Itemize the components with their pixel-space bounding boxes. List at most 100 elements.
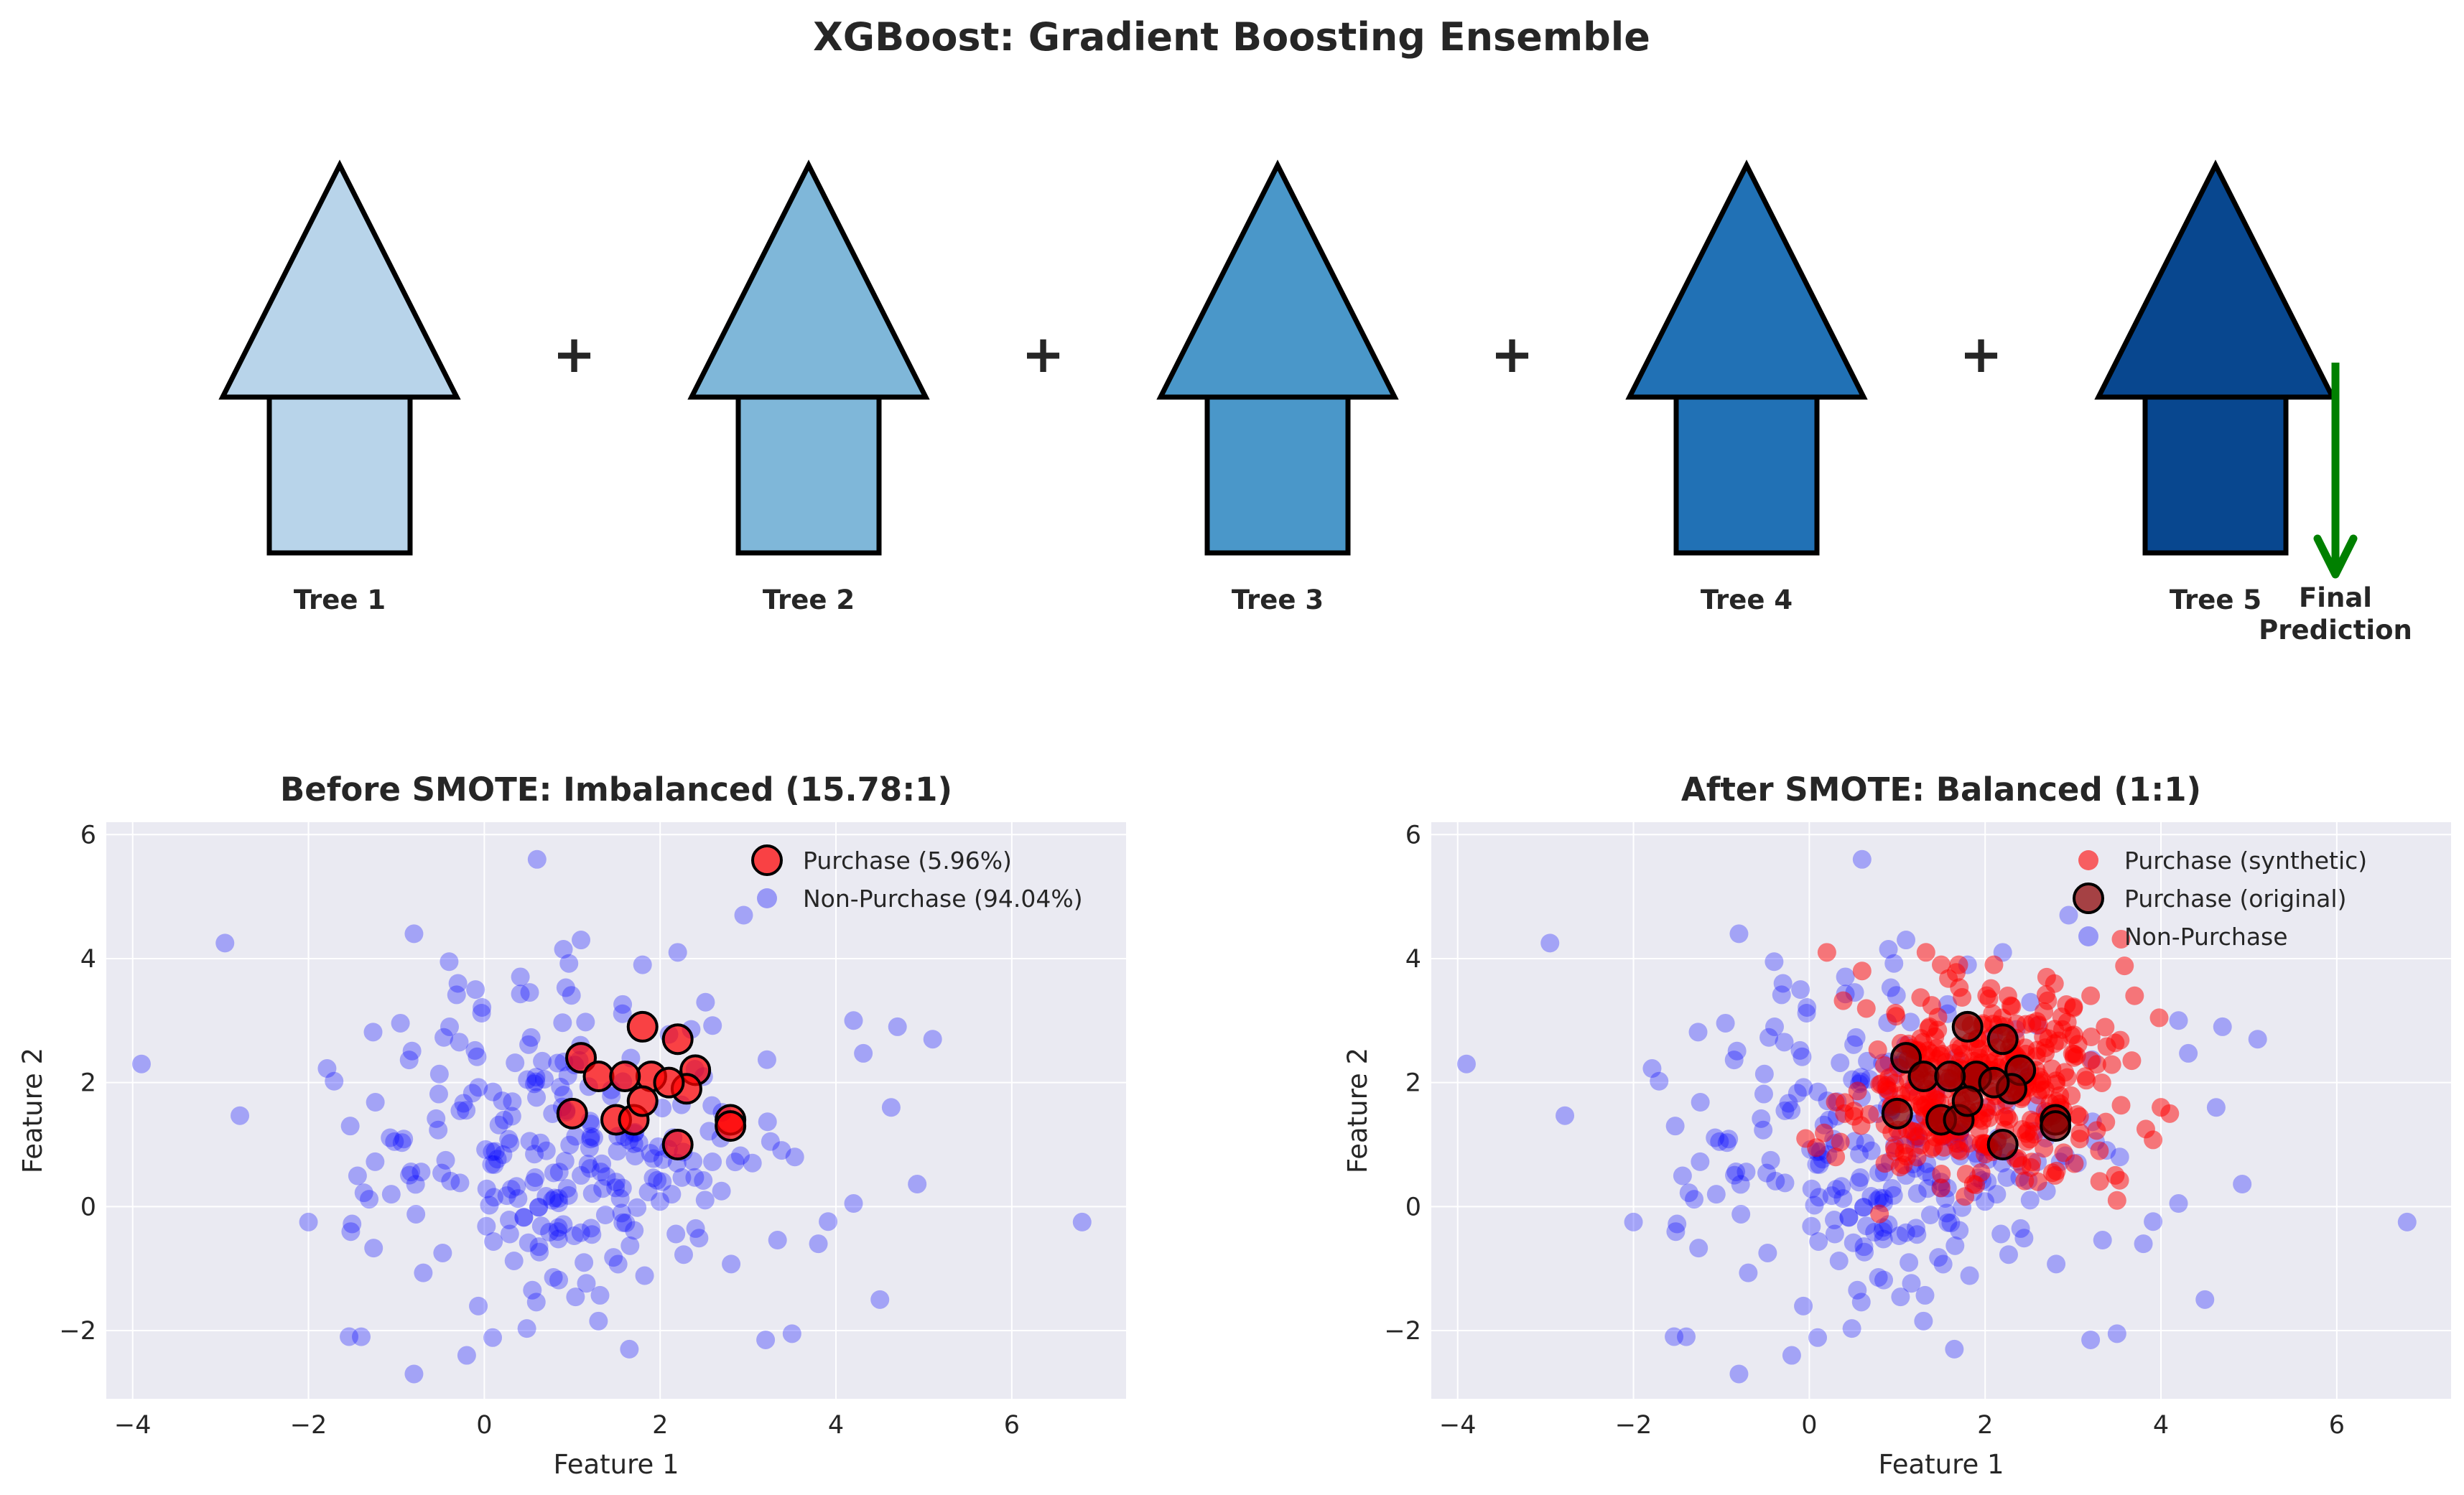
non-purchase-point <box>1650 1071 1669 1091</box>
tree-5-label: Tree 5 <box>2170 585 2261 615</box>
synthetic-purchase-point <box>2149 1008 2169 1028</box>
non-purchase-point <box>1666 1222 1686 1242</box>
non-purchase-point <box>465 1040 485 1060</box>
non-purchase-point <box>519 1233 538 1252</box>
non-purchase-point <box>2213 1017 2232 1036</box>
non-purchase-point <box>1918 1179 1938 1198</box>
non-purchase-point <box>844 1194 863 1214</box>
non-purchase-point <box>1775 1033 1794 1052</box>
purchase-point <box>1934 1061 1966 1093</box>
legend-marker <box>757 888 777 908</box>
non-purchase-point <box>722 1254 741 1274</box>
non-purchase-point <box>1773 974 1793 993</box>
non-purchase-point <box>1642 1059 1662 1079</box>
non-purchase-point <box>1685 1190 1704 1209</box>
non-purchase-point <box>536 1141 556 1160</box>
synthetic-purchase-point <box>2106 1165 2125 1185</box>
non-purchase-point <box>684 1152 703 1171</box>
non-purchase-point <box>364 1239 383 1258</box>
non-purchase-point <box>1556 1106 1575 1125</box>
synthetic-purchase-point <box>1844 1102 1864 1121</box>
purchase-point <box>653 1066 685 1099</box>
non-purchase-point <box>493 1091 512 1111</box>
non-purchase-point <box>401 1163 421 1182</box>
non-purchase-point <box>1865 1222 1884 1242</box>
non-purchase-point <box>1794 1296 1813 1315</box>
non-purchase-point <box>592 1154 612 1173</box>
non-purchase-point <box>597 1167 616 1186</box>
non-purchase-point <box>450 1173 470 1193</box>
y-tick-label: 2 <box>80 1069 96 1098</box>
plus-sign-1: + <box>552 324 595 384</box>
x-tick-label: 4 <box>2153 1411 2169 1440</box>
non-purchase-point <box>526 1293 546 1312</box>
synthetic-purchase-point <box>2045 1165 2065 1185</box>
synthetic-purchase-point <box>1831 1132 1850 1152</box>
non-purchase-point <box>2179 1043 2198 1063</box>
x-tick-label: −4 <box>114 1411 152 1440</box>
non-purchase-point <box>1665 1117 1685 1136</box>
non-purchase-point <box>1706 1128 1725 1147</box>
purchase-point <box>2040 1110 2072 1142</box>
non-purchase-point <box>620 1339 639 1359</box>
non-purchase-point <box>366 1093 385 1112</box>
x-tick-label: 6 <box>2329 1411 2345 1440</box>
non-purchase-point <box>549 1229 568 1249</box>
non-purchase-point <box>1845 1132 1864 1151</box>
tree-3-label: Tree 3 <box>1232 585 1324 615</box>
non-purchase-point <box>1874 1270 1894 1290</box>
non-purchase-point <box>612 1203 631 1223</box>
non-purchase-point <box>606 1178 626 1198</box>
synthetic-purchase-point <box>1999 1109 2019 1129</box>
non-purchase-point <box>433 1243 452 1262</box>
non-purchase-point <box>484 1231 503 1251</box>
non-purchase-point <box>1673 1166 1692 1186</box>
synthetic-purchase-point <box>2090 1172 2109 1191</box>
non-purchase-point <box>1790 1040 1810 1060</box>
non-purchase-point <box>1688 1023 1708 1042</box>
tree-3-trunk <box>1204 394 1351 556</box>
synthetic-purchase-point <box>2046 1074 2065 1094</box>
non-purchase-point <box>1832 1177 1851 1196</box>
synthetic-purchase-point <box>1887 1007 1906 1026</box>
non-purchase-point <box>360 1190 379 1209</box>
synthetic-purchase-point <box>2016 1015 2035 1034</box>
non-purchase-point <box>553 1013 572 1033</box>
non-purchase-point <box>582 1184 602 1203</box>
synthetic-purchase-point <box>1890 1158 1910 1177</box>
non-purchase-point <box>511 967 530 987</box>
tree-1-trunk <box>266 394 413 556</box>
purchase-point <box>556 1097 588 1130</box>
non-purchase-point <box>1810 1155 1829 1174</box>
non-purchase-point <box>1889 1226 1909 1246</box>
synthetic-purchase-point <box>2002 997 2022 1016</box>
non-purchase-point <box>529 1198 548 1217</box>
synthetic-purchase-point <box>2081 986 2101 1005</box>
non-purchase-point <box>1881 978 1900 997</box>
non-purchase-point <box>404 1364 424 1384</box>
non-purchase-point <box>1791 980 1810 1000</box>
non-purchase-point <box>440 952 459 972</box>
non-purchase-point <box>340 1327 359 1346</box>
non-purchase-point <box>625 1221 644 1240</box>
y-axis-label: Feature 2 <box>17 1048 48 1173</box>
synthetic-purchase-point <box>2097 1037 2116 1056</box>
non-purchase-point <box>484 1188 503 1207</box>
synthetic-purchase-point <box>2111 1096 2131 1115</box>
non-purchase-point <box>450 1033 469 1052</box>
non-purchase-point <box>1874 1188 1893 1208</box>
non-purchase-point <box>1833 1189 1853 1208</box>
after-smote-plot: −4 −2 0 2 4 6 −2 0 2 4 6 After SMOTE: Balanced (1:1… <box>1342 770 2451 1480</box>
non-purchase-point <box>564 1226 584 1246</box>
non-purchase-point <box>1937 1203 1956 1223</box>
non-purchase-point <box>1839 1208 1859 1227</box>
synthetic-purchase-point <box>2057 995 2076 1015</box>
non-purchase-point <box>560 1135 580 1155</box>
non-purchase-point <box>485 1155 504 1174</box>
tree-1-label: Tree 1 <box>294 585 386 615</box>
non-purchase-point <box>1691 1152 1710 1171</box>
non-purchase-point <box>1976 1192 1995 1211</box>
plot-title: Before SMOTE: Imbalanced (15.78:1) <box>280 770 952 809</box>
non-purchase-point <box>231 1106 250 1125</box>
non-purchase-point <box>2021 992 2040 1012</box>
